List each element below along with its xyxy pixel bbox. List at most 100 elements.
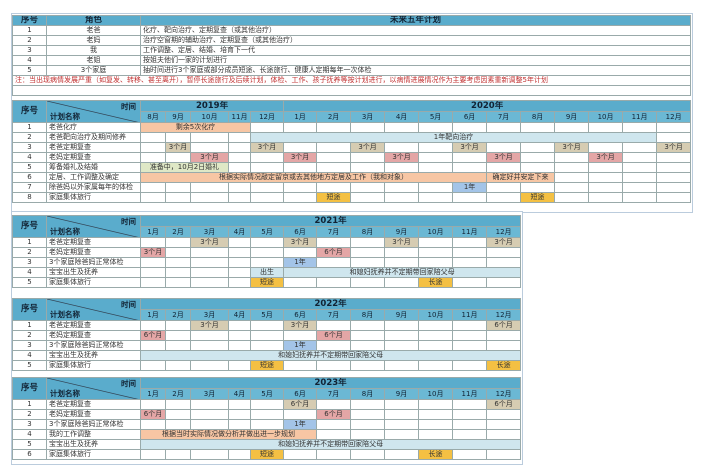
schedule-bar: 6个月 xyxy=(485,399,522,410)
role-cell: 老妈 xyxy=(46,35,141,46)
row-number: 2 xyxy=(12,35,47,46)
empty-month-cell xyxy=(350,182,386,193)
plan-row: 1 老爸定期复查 3个月 3个月 3个月 3个月 xyxy=(12,237,522,248)
empty-month-cell xyxy=(350,360,385,371)
empty-month-cell xyxy=(190,267,229,278)
month-header: 11月 xyxy=(622,111,658,123)
row-number: 5 xyxy=(12,360,47,371)
empty-month-cell xyxy=(283,409,317,420)
plan-name: 老爸定期复查 xyxy=(46,142,141,153)
empty-month-cell xyxy=(316,237,351,248)
plan-name: 3个家庭除爸妈正常体检 xyxy=(46,419,141,430)
empty-month-cell xyxy=(228,330,251,341)
month-header: 8月 xyxy=(350,388,385,400)
empty-month-cell xyxy=(228,399,251,410)
empty-month-cell xyxy=(283,182,318,193)
empty-month-cell xyxy=(350,247,385,258)
empty-month-cell xyxy=(554,152,590,163)
empty-month-cell xyxy=(228,142,251,153)
plan-row: 3 3个家庭除爸妈正常体检 1年 xyxy=(12,340,522,351)
year-header-row: 序号 时间 计划名称 2021年 xyxy=(12,215,522,238)
row-number: 2 xyxy=(12,330,47,341)
empty-month-cell xyxy=(250,320,284,331)
plan-row: 5 家庭集体旅行 短途 长途 xyxy=(12,360,522,371)
overview-header-cell: 序号 xyxy=(12,15,47,26)
plan-name: 家庭集体旅行 xyxy=(46,277,141,288)
plan-name: 3个家庭除爸妈正常体检 xyxy=(46,340,141,351)
year-header-row: 序号 时间 计划名称 2023年 xyxy=(12,377,522,400)
empty-month-cell xyxy=(350,277,385,288)
empty-month-cell xyxy=(140,192,166,203)
empty-month-cell xyxy=(228,132,251,143)
month-header: 3月 xyxy=(350,111,386,123)
month-header: 6月 xyxy=(283,309,317,321)
empty-month-cell xyxy=(452,192,488,203)
schedule-bar: 3个月 xyxy=(190,320,229,331)
empty-month-cell xyxy=(554,122,590,133)
plan-name: 家庭集体旅行 xyxy=(46,449,141,460)
empty-month-cell xyxy=(190,182,229,193)
schedule-bar: 1年靶向治疗 xyxy=(249,132,658,143)
plan-name: 老爸靶向治疗及期间修养 xyxy=(46,132,141,143)
empty-month-cell xyxy=(588,162,624,173)
empty-month-cell xyxy=(190,360,229,371)
schedule-bar: 6个月 xyxy=(140,409,166,420)
plan-name: 家庭集体旅行 xyxy=(46,360,141,371)
schedule-bar: 3个月 xyxy=(486,152,522,163)
empty-month-cell xyxy=(228,360,251,371)
time-label: 时间 xyxy=(121,379,136,388)
plan-row: 5 家庭集体旅行 短途 长途 xyxy=(12,277,522,288)
row-number: 1 xyxy=(12,399,47,410)
empty-month-cell xyxy=(228,257,251,268)
empty-month-cell xyxy=(165,419,191,430)
year-header: 2019年 xyxy=(139,100,285,112)
empty-month-cell xyxy=(384,419,419,430)
empty-month-cell xyxy=(418,257,453,268)
plan-name: 老妈定期复查 xyxy=(46,330,141,341)
empty-month-cell xyxy=(520,142,556,153)
empty-month-cell xyxy=(350,409,385,420)
empty-month-cell xyxy=(316,122,352,133)
month-header: 5月 xyxy=(250,309,284,321)
empty-month-cell xyxy=(384,360,419,371)
year-header-row: 序号 时间 计划名称 2019年 2020年 xyxy=(12,100,692,123)
empty-month-cell xyxy=(228,419,251,430)
empty-month-cell xyxy=(316,340,351,351)
month-header: 9月 xyxy=(384,309,419,321)
empty-month-cell xyxy=(190,132,229,143)
schedule-bar: 长途 xyxy=(418,277,453,288)
schedule-bar: 6个月 xyxy=(140,330,166,341)
month-header: 3月 xyxy=(190,388,229,400)
empty-month-cell xyxy=(622,122,658,133)
empty-month-cell xyxy=(228,152,251,163)
plan-row: 1 老爸定期复查 3个月 3个月 6个月 xyxy=(12,320,522,331)
empty-month-cell xyxy=(485,419,522,430)
empty-month-cell xyxy=(165,247,191,258)
empty-month-cell xyxy=(316,320,351,331)
empty-month-cell xyxy=(283,360,317,371)
empty-month-cell xyxy=(165,449,191,460)
empty-month-cell xyxy=(249,182,285,193)
schedule-bar: 3个月 xyxy=(190,237,229,248)
schedule-bar: 6个月 xyxy=(316,409,351,420)
schedule-bar: 3个月 xyxy=(554,142,590,153)
plan-row: 4 老妈定期复查 3个月 3个月 3个月 3个月 3个月 xyxy=(12,152,692,163)
empty-month-cell xyxy=(418,360,453,371)
month-header: 1月 xyxy=(140,309,166,321)
month-header: 9月 xyxy=(384,388,419,400)
row-number: 1 xyxy=(12,237,47,248)
empty-month-cell xyxy=(228,182,251,193)
empty-month-cell xyxy=(384,429,419,440)
empty-month-cell xyxy=(350,122,386,133)
plan-cell: 治疗空窗期的辅助治疗、定期复查（或其他治疗） xyxy=(140,35,691,46)
row-number: 5 xyxy=(12,65,47,76)
empty-month-cell xyxy=(228,277,251,288)
empty-month-cell xyxy=(485,429,522,440)
schedule-bar: 6个月 xyxy=(316,330,351,341)
year-header: 2022年 xyxy=(139,298,522,310)
empty-month-cell xyxy=(384,320,419,331)
schedule-bar: 6个月 xyxy=(485,320,522,331)
month-header: 2月 xyxy=(165,226,191,238)
overview-header-row: 序号 角色 未来五年计划 xyxy=(12,15,691,26)
empty-month-cell xyxy=(316,399,351,410)
